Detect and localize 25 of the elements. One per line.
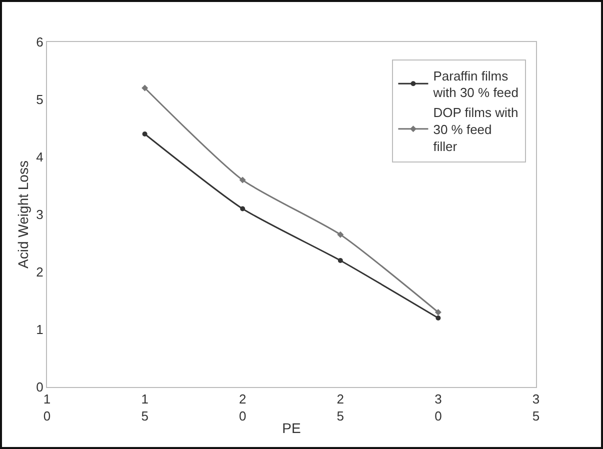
legend-label: DOP films with 30 % feed filler	[433, 105, 518, 154]
x-tick-label: 1 0	[43, 392, 51, 424]
y-tick-label: 5	[36, 92, 44, 108]
x-axis-title: PE	[282, 420, 301, 436]
point	[142, 132, 148, 136]
x-tick-label: 1 5	[141, 392, 148, 424]
y-tick-label: 4	[36, 150, 44, 165]
y-tick-label: 0	[36, 380, 44, 395]
point	[142, 84, 148, 92]
x-tick-label: 3 5	[532, 392, 540, 424]
y-tick-label: 1	[36, 322, 44, 338]
x-tick-label: 2 0	[238, 392, 246, 424]
y-tick-label: 2	[36, 264, 44, 280]
y-axis-title: Acid Weight Loss	[14, 160, 31, 268]
point	[436, 316, 441, 320]
y-tick-label: 3	[36, 207, 44, 222]
x-tick-label: 3 0	[434, 392, 442, 424]
point	[434, 309, 442, 316]
point	[239, 176, 246, 184]
point	[337, 231, 344, 238]
y-tick-label: 6	[36, 34, 44, 50]
point	[338, 258, 343, 263]
x-tick-label: 2 5	[336, 392, 344, 424]
legend-label: Paraffin films with 30 % feed	[432, 68, 518, 100]
point	[240, 206, 246, 212]
